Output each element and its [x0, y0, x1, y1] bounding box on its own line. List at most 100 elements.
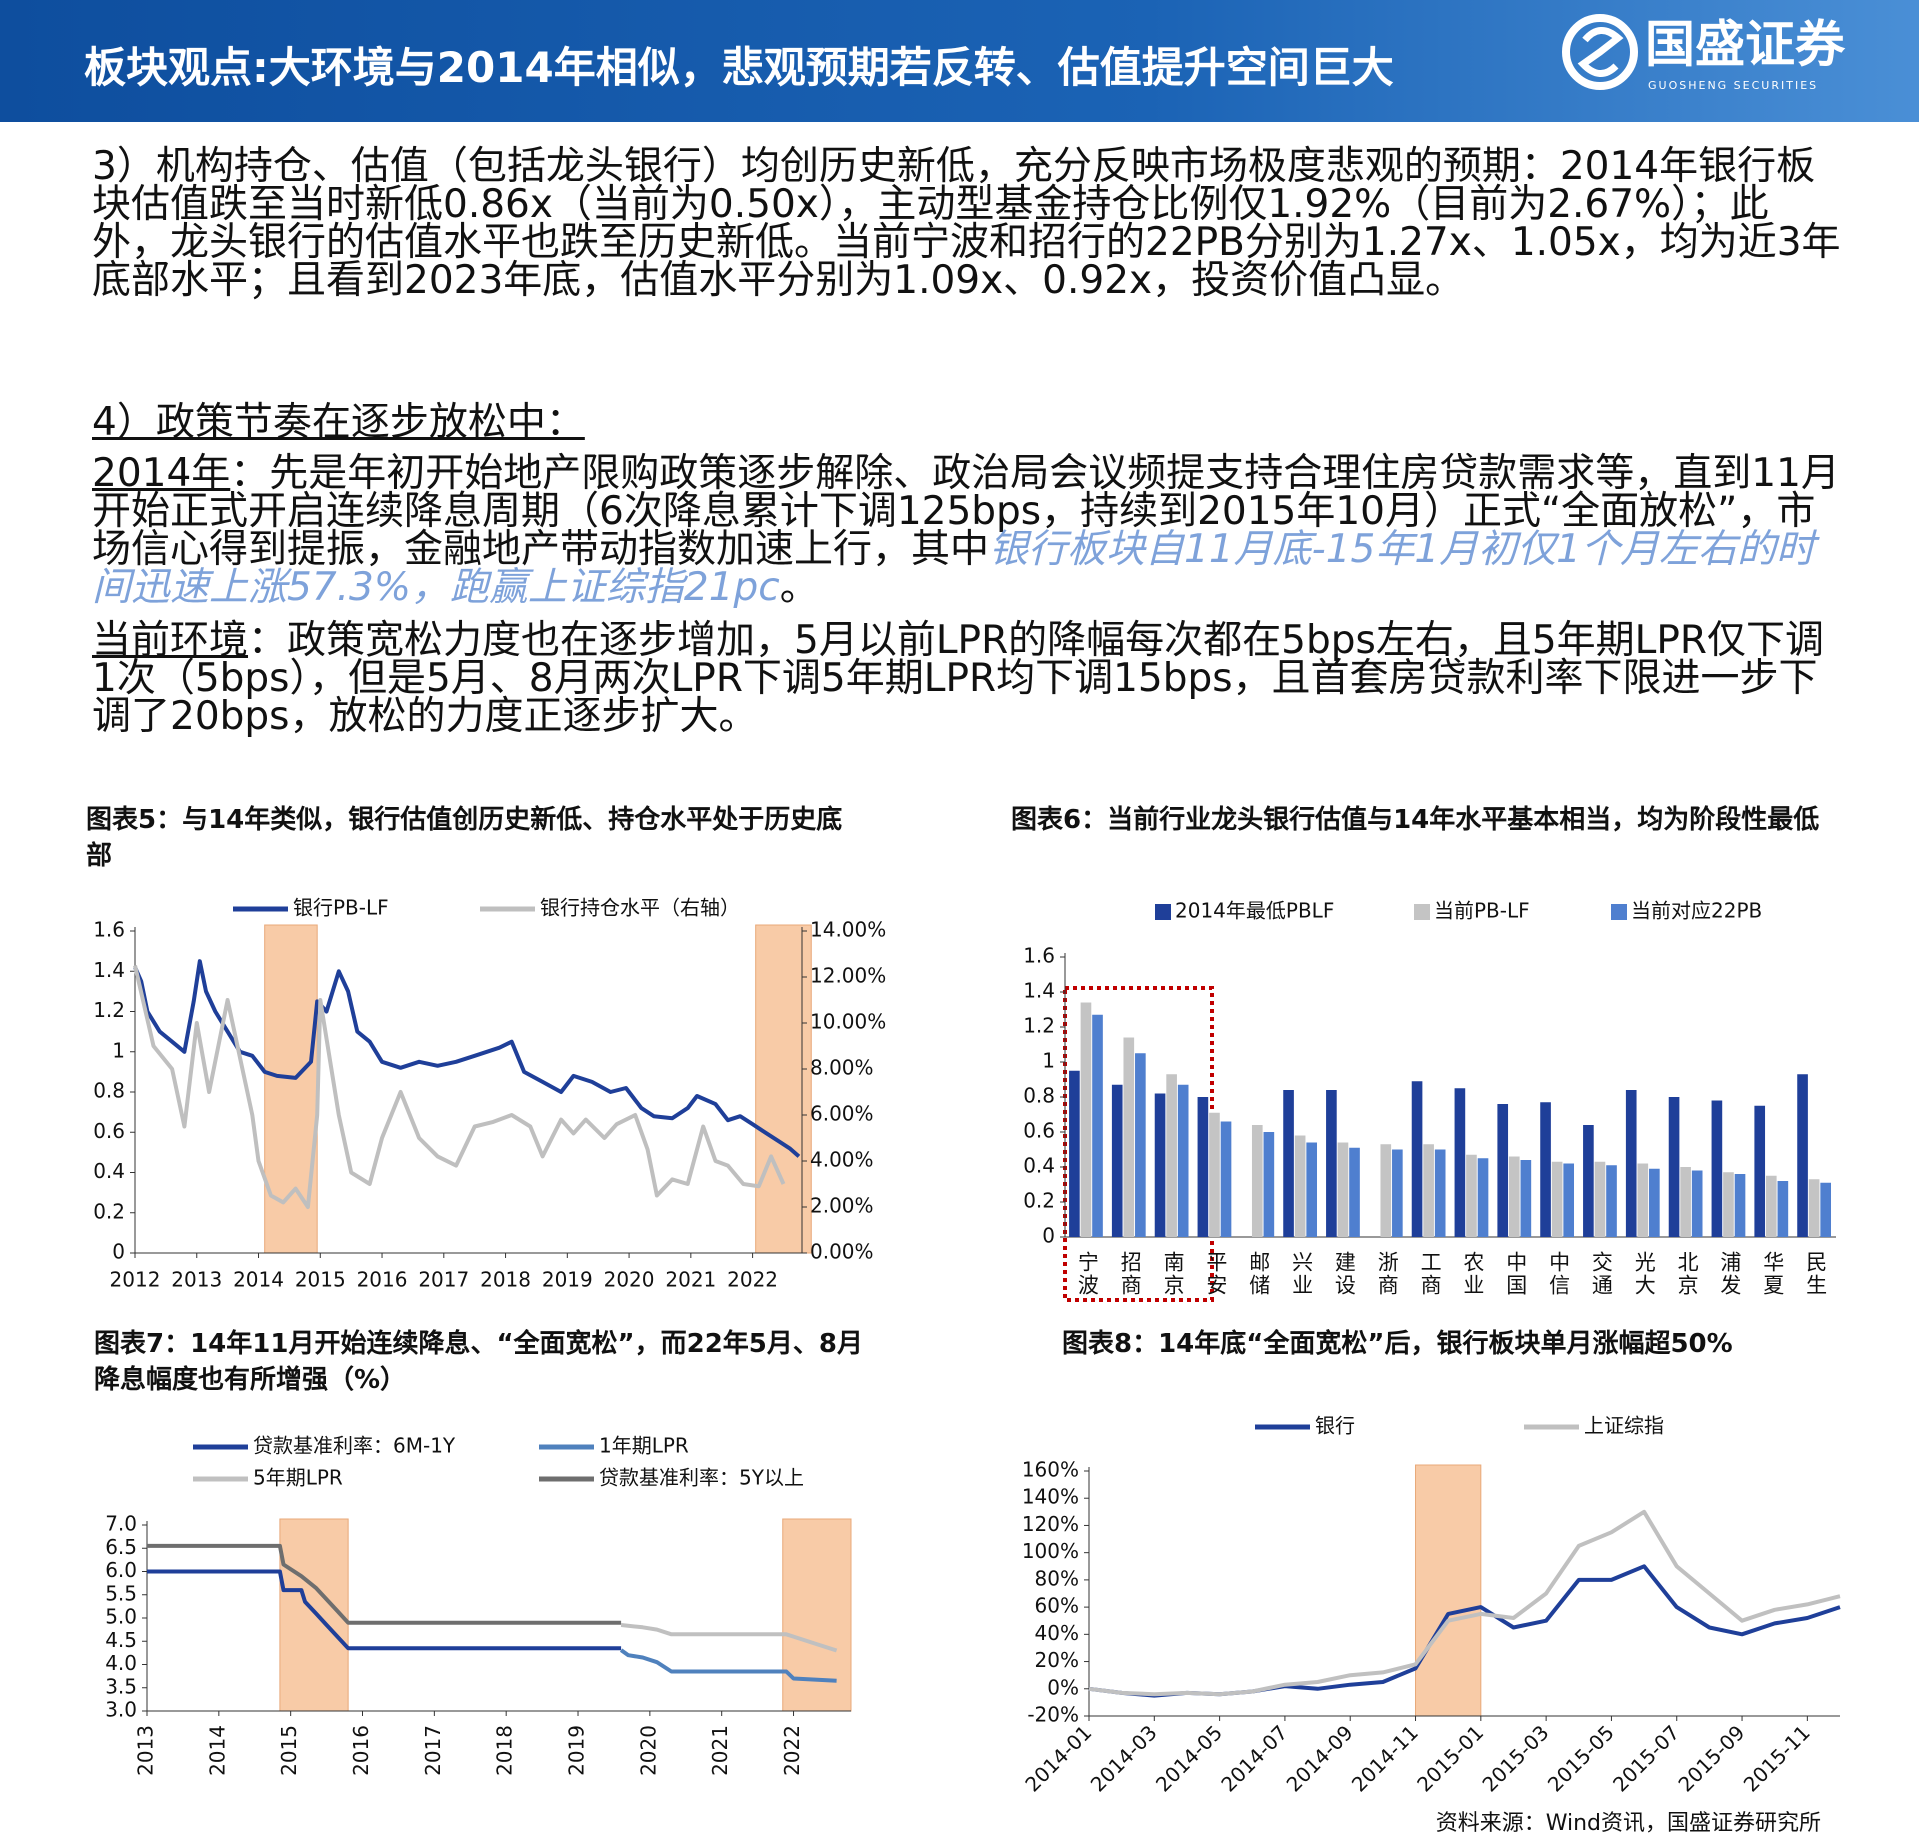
y2-tick-label: 8.00%: [810, 1056, 874, 1080]
x-tick-label: 2020: [604, 1268, 655, 1292]
bar: [1123, 1037, 1135, 1237]
x-tick-label: 2015-03: [1477, 1720, 1553, 1796]
y-tick-label: 160%: [1022, 1458, 1079, 1482]
bar: [1777, 1181, 1789, 1237]
y-tick-label: 3.0: [105, 1698, 137, 1722]
y2-tick-label: 14.00%: [810, 918, 886, 942]
text-end: 。: [779, 565, 819, 610]
header: 板块观点:大环境与2014年相似，悲观预期若反转、估值提升空间巨大: [0, 0, 1919, 122]
y-tick-label: 6.0: [105, 1558, 137, 1582]
bar: [1734, 1174, 1746, 1237]
x-tick-label: 2017: [418, 1268, 469, 1292]
y-tick-label: 0%: [1047, 1675, 1079, 1699]
x-tick-label: 交通: [1589, 1251, 1613, 1297]
legend-label: 银行: [1315, 1414, 1355, 1438]
x-tick-label: 2013: [134, 1725, 158, 1776]
x-tick-label: 2017: [421, 1725, 445, 1776]
x-tick-label: 2013: [171, 1268, 222, 1292]
y-tick-label: 0: [1042, 1224, 1055, 1248]
y-tick-label: 0.8: [1023, 1084, 1055, 1108]
bar: [1423, 1144, 1434, 1237]
bar: [1691, 1170, 1703, 1237]
x-tick-label: 南京: [1161, 1251, 1185, 1297]
bar: [1668, 1097, 1680, 1237]
point-3: 3）机构持仓、估值（包括龙头银行）均创历史新低，充分反映市场极度悲观的预期：20…: [92, 144, 1841, 303]
y-tick-label: 1.4: [1023, 979, 1055, 1003]
y2-tick-label: 4.00%: [810, 1148, 874, 1172]
highlight: [264, 924, 318, 1254]
x-tick-label: 中国: [1504, 1251, 1528, 1297]
x-tick-label: 平安: [1204, 1251, 1228, 1297]
legend-label: 贷款基准利率：6M-1Y: [253, 1434, 456, 1458]
para-now: 当前环境：政策宽松力度也在逐步增加，5月以前LPR的降幅每次都在5bps左右，且…: [92, 621, 1842, 736]
legend-swatch: [1155, 904, 1171, 920]
series-line: [1088, 1509, 1841, 1697]
series-line: [147, 1543, 622, 1625]
bar: [1111, 1084, 1123, 1237]
series-line: [620, 1623, 838, 1653]
x-tick-label: 2019: [565, 1725, 589, 1776]
bar: [1166, 1074, 1177, 1237]
y-tick-label: 1: [112, 1038, 125, 1062]
x-tick-label: 中信: [1547, 1251, 1571, 1297]
bar: [1135, 1053, 1146, 1237]
bar: [1209, 1112, 1220, 1237]
bar: [1711, 1100, 1723, 1237]
y-tick-label: 0: [112, 1240, 125, 1264]
x-tick-label: 北京: [1675, 1251, 1699, 1297]
bar: [1551, 1161, 1563, 1237]
y-tick-label: 1.6: [1023, 944, 1055, 968]
legend-label: 贷款基准利率：5Y以上: [599, 1466, 804, 1490]
x-tick-label: 2014-05: [1151, 1720, 1227, 1796]
x-tick-label: 2016: [357, 1268, 408, 1292]
y-tick-label: 1: [1042, 1049, 1055, 1073]
highlight: [279, 1518, 349, 1712]
bar: [1680, 1167, 1691, 1237]
bar: [1434, 1149, 1446, 1237]
x-tick-label: 光大: [1632, 1251, 1656, 1297]
bar: [1820, 1182, 1832, 1237]
x-tick-label: 2015-11: [1739, 1720, 1815, 1796]
chart-title: 图表5：与14年类似，银行估值创历史新低、持仓水平处于历史底部: [86, 805, 843, 871]
y2-tick-label: 0.00%: [810, 1240, 874, 1264]
label: 2014年: [92, 451, 231, 496]
x-tick-label: 2015: [295, 1268, 346, 1292]
x-tick-label: 2014-03: [1086, 1720, 1162, 1796]
y-tick-label: 100%: [1022, 1539, 1079, 1563]
source: 资料来源：Wind资讯，国盛证券研究所: [1436, 1811, 1821, 1836]
legend-label: 银行PB-LF: [293, 896, 389, 920]
y-tick-label: 4.5: [105, 1628, 137, 1652]
bar: [1606, 1165, 1617, 1237]
x-tick-label: 2015: [277, 1725, 301, 1776]
bar: [1540, 1102, 1551, 1237]
y2-tick-label: 12.00%: [810, 964, 886, 988]
y-tick-label: 5.0: [105, 1605, 137, 1629]
text: ：先是年初开始地产限购政策逐步解除、政治局会议频提支持合理住房贷款需求等，直到1…: [92, 451, 1840, 572]
series-line: [133, 965, 786, 1209]
bar: [1649, 1168, 1660, 1237]
x-tick-label: 2021: [708, 1725, 732, 1776]
y-tick-label: 80%: [1035, 1566, 1079, 1590]
x-tick-label: 2016: [349, 1725, 373, 1776]
callout-box: [1063, 986, 1214, 1302]
x-tick-label: 2014: [205, 1725, 229, 1776]
bar: [1283, 1090, 1294, 1237]
text: ：政策宽松力度也在逐步增加，5月以前LPR的降幅每次都在5bps左右，且5年期L…: [92, 618, 1824, 739]
bar: [1080, 1002, 1092, 1237]
bar: [1069, 1070, 1080, 1237]
para-2014: 2014年：先是年初开始地产限购政策逐步解除、政治局会议频提支持合理住房贷款需求…: [92, 454, 1842, 610]
highlight: 银行板块自11月底-15年1月初仅1个月左右的时间迅速上涨57.3%，跑赢上证综…: [92, 527, 1815, 610]
x-tick-label: 兴业: [1290, 1251, 1314, 1297]
x-tick-label: 宁波: [1075, 1251, 1099, 1297]
bar: [1754, 1105, 1766, 1237]
bar: [1326, 1090, 1337, 1237]
x-tick-label: 2021: [665, 1268, 716, 1292]
heading-4: 4）政策节奏在逐步放松中：: [92, 400, 585, 445]
x-tick-label: 2022: [780, 1725, 804, 1776]
legend-label: 1年期LPR: [599, 1434, 689, 1458]
y-tick-label: 6.5: [105, 1535, 137, 1559]
bar: [1294, 1135, 1306, 1237]
x-tick-label: 招商: [1118, 1251, 1142, 1297]
bar: [1808, 1179, 1820, 1237]
x-tick-label: 2022: [727, 1268, 778, 1292]
